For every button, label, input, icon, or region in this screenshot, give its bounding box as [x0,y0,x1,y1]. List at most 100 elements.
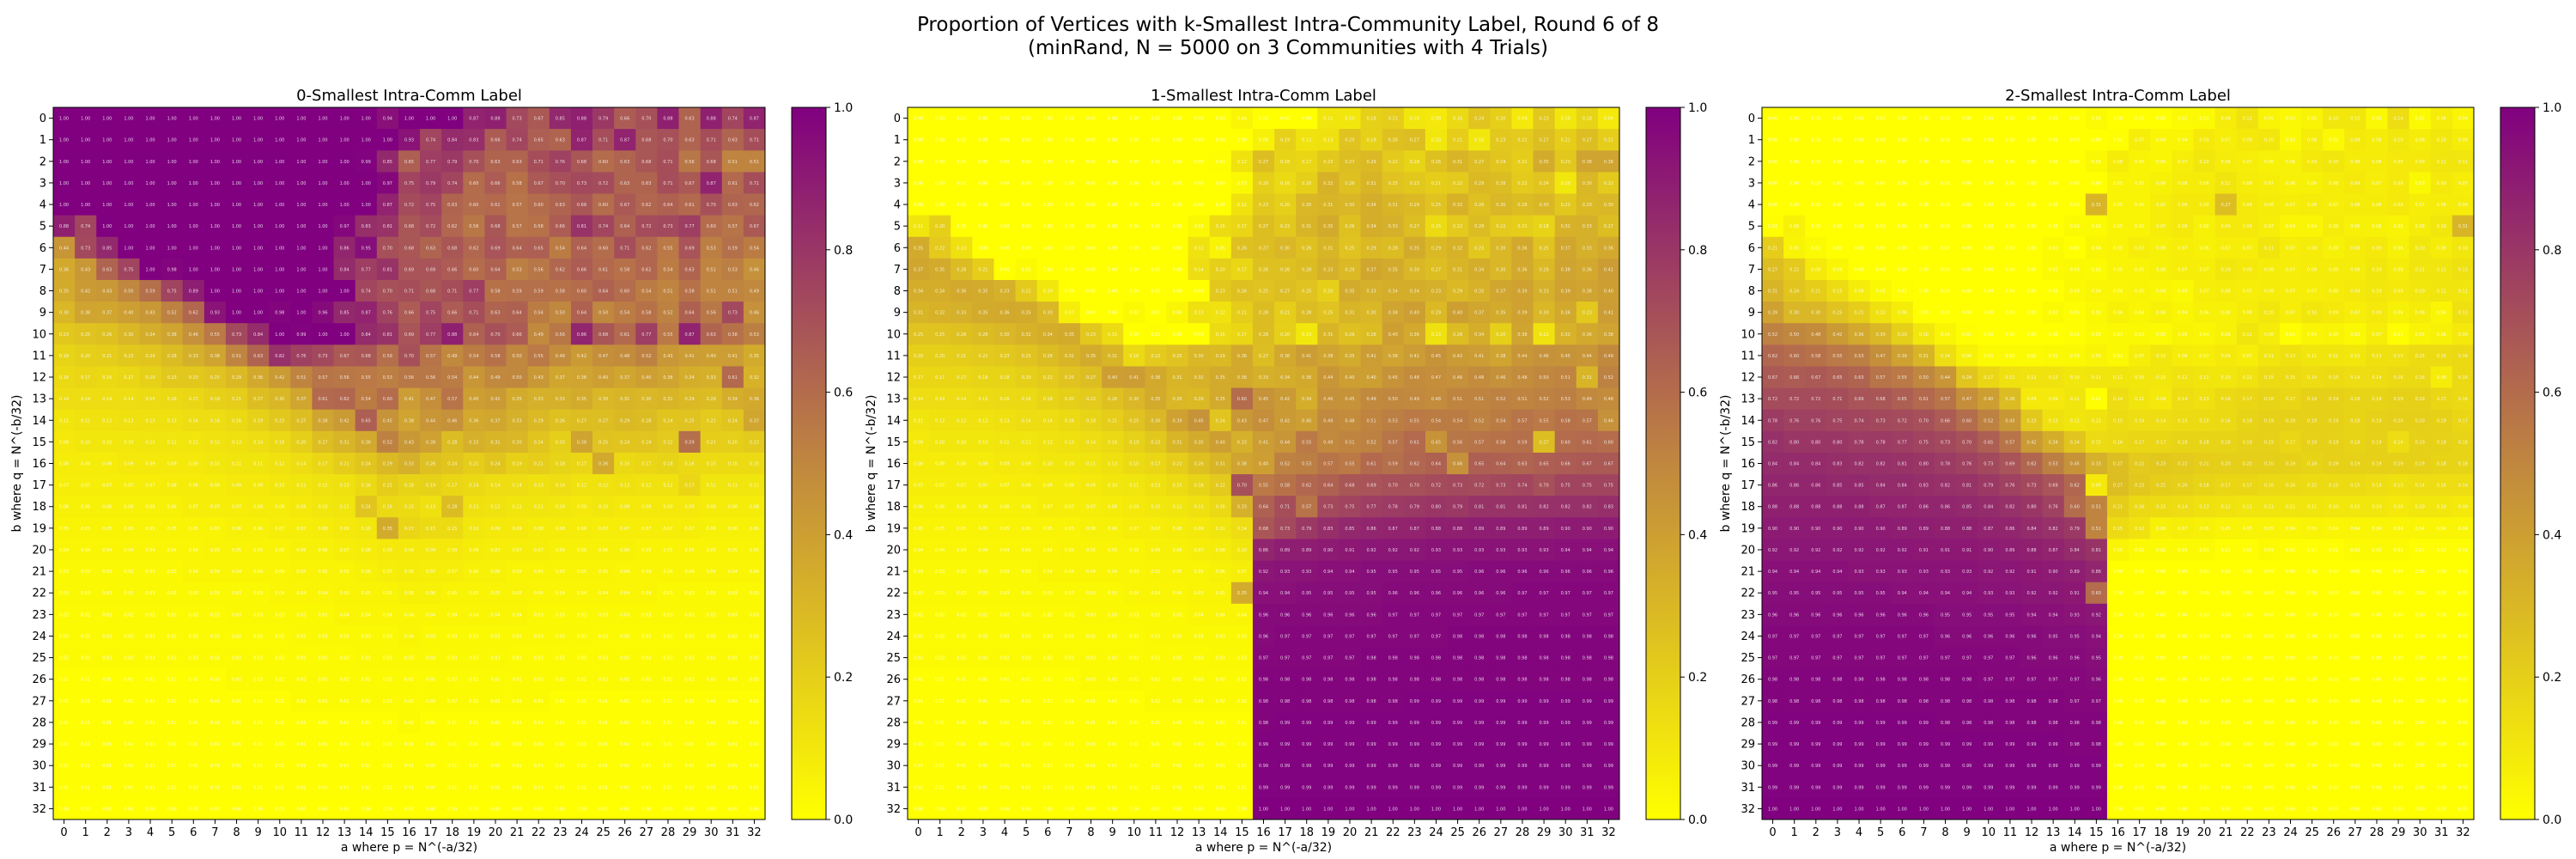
heatmap-cell [53,409,76,432]
cell-value-label: 0.03 [59,570,69,575]
cell-value-label: 0.03 [1022,591,1031,596]
cell-value-label: 0.02 [728,634,738,639]
cell-value-label: 0.02 [167,656,177,661]
cell-value-label: 0.00 [1194,203,1204,208]
cell-value-label: 0.02 [1129,656,1139,661]
cell-value-label: 0.04 [685,570,695,575]
cell-value-label: 0.05 [978,527,987,532]
cell-value-label: 0.04 [1129,591,1139,596]
cell-value-label: 0.23 [1086,332,1096,338]
heatmap-cell [204,452,227,475]
cell-value-label: 0.05 [447,591,457,596]
cell-value-label: 0.00 [1216,181,1225,186]
heatmap-cell [247,129,270,151]
cell-value-label: 0.01 [296,721,306,726]
cell-value-label: 0.33 [1259,375,1268,381]
cell-value-label: 0.08 [1172,527,1182,532]
cell-value-label: 0.01 [1108,699,1117,704]
cell-value-label: 0.06 [556,548,565,553]
cell-value-label: 0.05 [340,591,349,596]
cell-value-label: 0.26 [1474,203,1484,208]
cell-value-label: 0.25 [1022,354,1031,359]
cell-value-label: 0.06 [253,527,263,532]
cell-value-label: 0.02 [124,612,133,618]
cell-value-label: 0.04 [1216,612,1225,618]
cell-value-label: 0.01 [1237,785,1247,790]
cell-value-label: 0.11 [340,505,349,510]
cell-value-label: 0.45 [1345,397,1354,402]
heatmap-cell [398,236,421,259]
cell-value-label: 0.00 [1216,138,1225,143]
colorbar-gradient [791,107,827,820]
heatmap-cell [118,129,140,151]
cell-value-label: 0.99 [1388,764,1398,769]
cell-value-label: 0.75 [124,267,133,272]
heatmap-cell [592,279,615,302]
cell-value-label: 0.05 [189,527,198,532]
cell-value-label: 0.07 [447,570,457,575]
cell-value-label: 0.07 [534,548,544,553]
heatmap-cell [678,409,702,432]
cell-value-label: 0.01 [490,764,500,769]
cell-value-label: 0.35 [1345,354,1354,359]
cell-value-label: 0.54 [361,397,371,402]
heatmap-cell [570,215,593,238]
cell-value-label: 1.00 [340,332,349,338]
figure-suptitle: Proportion of Vertices with k-Smallest I… [0,14,2576,60]
heatmap-cell [484,302,507,324]
cell-value-label: 0.30 [1129,397,1139,402]
cell-value-label: 0.04 [253,570,263,575]
x-tick-label: 22 [532,826,546,839]
cell-value-label: 0.21 [232,397,241,402]
cell-value-label: 0.27 [1583,138,1592,143]
y-tick-label: 1 [894,134,901,147]
cell-value-label: 0.33 [707,375,716,381]
heatmap-cell [678,366,702,388]
cell-value-label: 0.58 [641,311,651,316]
cell-value-label: 0.03 [1108,612,1117,618]
cell-value-label: 0.03 [447,656,457,661]
cell-value-label: 0.54 [1496,418,1505,423]
cell-value-label: 0.01 [210,721,220,726]
cell-value-label: 0.97 [1302,656,1311,661]
cell-value-label: 0.95 [1453,570,1462,575]
cell-value-label: 0.36 [1517,246,1527,251]
x-tick-label: 16 [1256,826,1271,839]
cell-value-label: 0.11 [513,505,522,510]
cell-value-label: 0.05 [513,591,522,596]
cell-value-label: 0.23 [167,375,177,381]
cell-value-label: 0.03 [620,612,629,618]
cell-value-label: 0.00 [1065,807,1074,812]
cell-value-label: 0.72 [641,224,651,229]
cell-value-label: 1.00 [275,203,284,208]
cell-value-label: 0.29 [1431,311,1441,316]
cell-value-label: 0.20 [1302,181,1311,186]
cell-value-label: 0.97 [1517,612,1527,618]
cell-value-label: 0.64 [490,267,500,272]
cell-value-label: 0.00 [1043,224,1053,229]
heatmap-cell [182,258,205,281]
cell-value-label: 0.02 [318,699,327,704]
cell-value-label: 0.01 [1086,699,1096,704]
heatmap-cell [333,172,356,194]
heatmap-cell [118,279,140,302]
heatmap-cell [376,366,399,388]
cell-value-label: 0.85 [1345,527,1354,532]
cell-value-label: 0.97 [1388,612,1398,618]
cell-value-label: 0.78 [1388,505,1398,510]
cell-value-label: 0.01 [232,742,241,747]
cell-value-label: 0.00 [1151,160,1160,165]
cell-value-label: 0.16 [1108,440,1117,445]
cell-value-label: 0.29 [1410,203,1419,208]
heatmap-cell [743,215,766,238]
cell-value-label: 0.56 [469,224,478,229]
cell-value-label: 0.04 [404,634,414,639]
cell-value-label: 1.00 [124,224,133,229]
cell-value-label: 0.27 [1259,224,1268,229]
cell-value-label: 0.25 [1129,418,1139,423]
cell-value-label: 0.99 [1474,764,1484,769]
cell-value-label: 0.53 [750,332,759,338]
cell-value-label: 0.08 [59,462,69,467]
heatmap-cell [269,193,291,216]
cell-value-label: 0.13 [534,484,544,489]
